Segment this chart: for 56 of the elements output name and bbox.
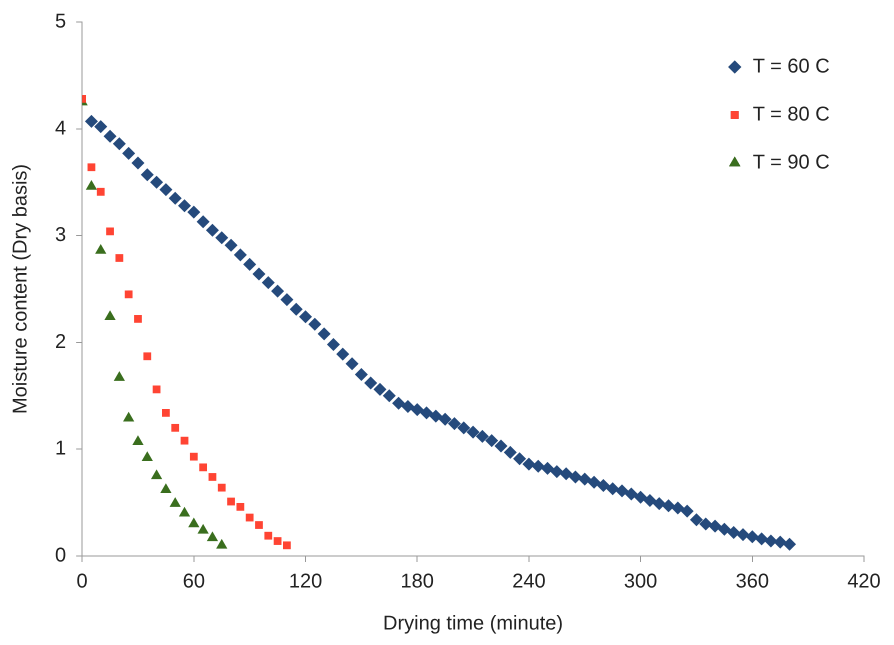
point [143,352,152,360]
point [132,435,144,445]
point [170,497,181,507]
x-tick-label: 360 [736,570,769,593]
point [188,517,200,528]
legend-label: T = 60 C [752,56,830,78]
point [255,521,263,529]
y-tick-label: 2 [55,330,66,353]
point [218,484,226,492]
legend-label: T = 90 C [752,152,830,174]
legend-label: T = 80 C [752,104,830,126]
point [274,537,282,545]
point [134,315,142,323]
point [150,469,162,480]
y-tick-label: 0 [55,544,66,567]
point [180,436,188,445]
x-tick-label: 180 [400,570,434,593]
point [206,531,218,542]
point [95,244,106,254]
point [190,452,198,461]
x-tick-label: 240 [512,570,546,593]
point [162,409,170,417]
point [123,412,134,422]
point [104,310,116,320]
point [115,254,124,262]
point [246,514,254,522]
x-tick-label: 300 [624,570,658,593]
point [198,524,209,534]
point [160,483,172,494]
y-tick-label: 5 [55,10,66,33]
point [199,463,208,472]
point [216,538,228,549]
x-tick-label: 120 [288,570,322,593]
point [88,163,96,172]
point [114,371,125,381]
x-axis-title: Drying time (minute) [383,612,564,635]
point [124,290,133,298]
x-tick-label: 420 [847,570,881,593]
point [283,541,291,550]
point [208,473,216,481]
point [236,502,244,511]
y-tick-label: 1 [55,438,66,460]
x-tick-label: 60 [182,570,205,593]
point [142,451,153,461]
point [106,227,114,236]
point [178,506,190,517]
point [227,498,235,506]
y-axis-title: Moisture content (Dry basis) [10,164,32,414]
point [171,424,180,432]
y-tick-label: 4 [55,117,66,140]
x-tick-label: 0 [76,570,88,593]
point [96,188,105,196]
y-tick-label: 3 [55,224,66,246]
point [264,532,272,540]
point [152,386,160,394]
point [86,180,98,190]
